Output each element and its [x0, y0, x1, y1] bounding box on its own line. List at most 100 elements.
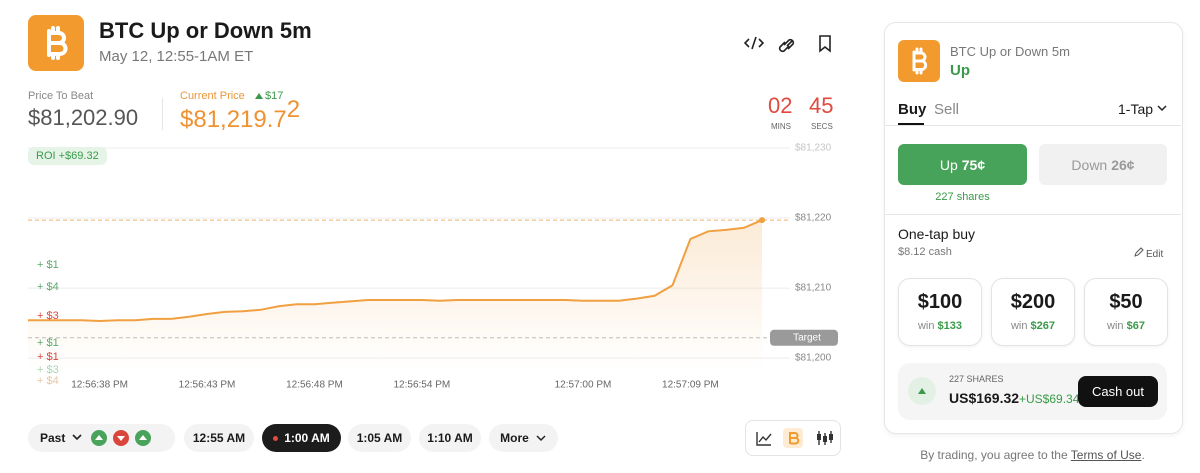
trade-label: + $3 — [37, 310, 59, 322]
embed-icon[interactable] — [744, 36, 765, 50]
link-icon[interactable] — [778, 38, 795, 53]
footer-text: By trading, you agree to the — [920, 448, 1068, 462]
line-chart-icon[interactable] — [756, 432, 772, 446]
payout: $67 — [1126, 320, 1145, 332]
amount-card[interactable]: $100 win $133 — [898, 278, 982, 346]
range-label: Past — [40, 431, 66, 445]
separator — [885, 214, 1181, 215]
x-tick-label: 12:57:00 PM — [555, 380, 612, 391]
trade-label: + $1 — [37, 259, 59, 271]
seconds-label: SECS — [811, 122, 833, 131]
target-label: Target — [793, 332, 821, 343]
chevron — [1157, 105, 1167, 112]
divider — [162, 98, 163, 130]
position-shares: 227 SHARES — [949, 374, 1004, 384]
position-icon — [908, 377, 936, 405]
interval-label: 1:10 AM — [427, 431, 473, 445]
cash-out-button[interactable]: Cash out — [1078, 376, 1158, 407]
more-button[interactable]: More — [489, 424, 558, 452]
interval-label: 12:55 AM — [192, 431, 246, 445]
x-tick-label: 12:57:09 PM — [662, 380, 719, 391]
win-label: win — [1010, 320, 1028, 332]
y-tick-label: $81,220 — [795, 213, 832, 224]
terms-link[interactable]: Terms of Use — [1070, 448, 1142, 462]
edit-label: Edit — [1146, 249, 1164, 260]
up-arrow — [255, 93, 263, 99]
x-tick-label: 12:56:43 PM — [179, 380, 236, 391]
win-line: win $133 — [899, 320, 981, 332]
up-price: 75¢ — [961, 156, 986, 173]
mode-label: 1-Tap — [1118, 101, 1154, 117]
down-price: 26¢ — [1111, 156, 1135, 173]
countdown-minutes: 02 — [768, 93, 793, 118]
win-label: win — [917, 320, 935, 332]
market-icon — [28, 15, 84, 71]
mode-select[interactable]: 1-Tap — [1118, 101, 1169, 117]
rolling-digit: 2 — [286, 96, 301, 123]
x-tick-label: 12:56:54 PM — [393, 380, 450, 391]
chart: $81,200 $81,210 $81,220 $81,230 Target 12:56:… — [28, 143, 838, 391]
price-to-beat-label: Price To Beat — [28, 90, 94, 102]
header-actions — [744, 35, 831, 53]
cash: $8.12 cash — [898, 246, 952, 258]
footer-end: . — [1141, 448, 1145, 462]
trade-panel — [884, 22, 1183, 434]
win-line: win $67 — [1085, 320, 1167, 332]
interval-label: 1:05 AM — [356, 431, 403, 445]
separator — [885, 125, 1181, 126]
trade-label: + $1 — [37, 337, 59, 349]
trade-label: + $4 — [37, 375, 59, 387]
one-tap-title: One-tap buy — [898, 226, 976, 242]
pencil-icon — [1134, 247, 1144, 257]
current-point — [759, 217, 765, 224]
range-selector[interactable]: Past — [28, 424, 175, 452]
amount: $50 — [1109, 291, 1143, 313]
price-change: $17 — [265, 90, 284, 102]
edit-button[interactable]: Edit — [1134, 247, 1163, 260]
payout: $133 — [937, 320, 963, 332]
position-value: US$169.32 — [949, 390, 1020, 406]
interval-pill[interactable]: 1:10 AM — [419, 424, 481, 452]
chevron — [536, 435, 546, 442]
target-tag — [770, 329, 838, 346]
bookmark-icon[interactable] — [819, 35, 831, 53]
current-price: $81,219.72 — [180, 96, 300, 134]
area-fill — [28, 220, 762, 370]
tab-underline — [898, 123, 924, 125]
trade-label: + $1 — [37, 351, 59, 363]
trade-label: + $3 — [37, 364, 59, 376]
chart-type-group — [745, 420, 841, 456]
live-dot — [273, 435, 279, 441]
footer: By trading, you agree to the Terms of Us… — [884, 448, 1181, 462]
interval-pill[interactable]: 1:00 AM — [262, 424, 341, 452]
panel-market: BTC Up or Down 5m — [950, 44, 1070, 59]
up-button[interactable]: Up 75¢ — [898, 144, 1027, 185]
amount-card[interactable]: $50 win $67 — [1084, 278, 1168, 346]
trade-label: + $4 — [37, 281, 59, 293]
roi-badge: ROI +$69.32 — [28, 147, 107, 165]
range-icons — [72, 430, 152, 446]
market-title: BTC Up or Down 5m — [99, 18, 312, 43]
y-tick-label: $81,200 — [795, 353, 832, 364]
up-label: Up — [939, 156, 958, 173]
interval-pill[interactable]: 1:05 AM — [348, 424, 411, 452]
amount: $200 — [1010, 291, 1056, 313]
x-tick-label: 12:56:48 PM — [286, 380, 343, 391]
price-digits: $81,219.7 — [180, 106, 287, 133]
bitcoin-glyph — [912, 47, 928, 75]
price-to-beat: $81,202.90 — [28, 105, 139, 130]
minutes-label: MINS — [771, 122, 791, 131]
amount-card[interactable]: $200 win $267 — [991, 278, 1075, 346]
x-tick-label: 12:56:38 PM — [71, 380, 128, 391]
sell-tab[interactable]: Sell — [934, 101, 960, 118]
amount: $100 — [917, 291, 963, 313]
y-tick-label: $81,210 — [795, 283, 832, 294]
down-button[interactable]: Down 26¢ — [1039, 144, 1167, 185]
panel-icon — [898, 40, 940, 82]
interval-pill[interactable]: 12:55 AM — [184, 424, 254, 452]
buy-tab[interactable]: Buy — [898, 101, 927, 118]
shares: 227 shares — [935, 191, 990, 203]
y-tick-label: $81,230 — [795, 143, 832, 154]
payout: $267 — [1030, 320, 1056, 332]
